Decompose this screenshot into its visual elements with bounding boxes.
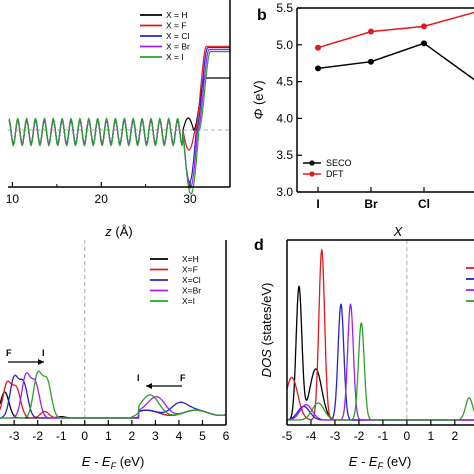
series-line-xf <box>286 248 474 421</box>
x-tick-label: -3 <box>9 429 20 443</box>
y-tick-label: 4.5 <box>276 75 293 89</box>
x-tick-label: -1 <box>56 429 67 443</box>
x-tick-label: -4 <box>306 429 317 443</box>
x-tick-label: -2 <box>32 429 43 443</box>
arrow-head-left <box>146 383 152 389</box>
legend-label: X = Cl <box>166 31 189 41</box>
series-line-xi <box>8 51 230 195</box>
legend-marker <box>309 171 315 177</box>
series-line-xbr <box>0 372 227 419</box>
x-tick-label: 10 <box>6 192 20 206</box>
x-tick-label: 4 <box>176 429 183 443</box>
x-tick-label: 5 <box>199 429 206 443</box>
series-line-xcl <box>0 374 227 419</box>
arrow-label-to: I <box>137 373 140 383</box>
data-point-seco <box>315 65 321 72</box>
y-axis-label: Φ (eV) <box>251 80 266 119</box>
arrow-label-to: I <box>42 348 45 358</box>
x-tick-label: 6 <box>223 429 230 443</box>
x-axis-label: E - EF (eV) <box>82 454 145 471</box>
legend-label: DFT <box>326 169 344 179</box>
panel-b: 3.03.54.04.55.05.5IBrClISECODFTbΦ (eV)X <box>251 1 474 239</box>
legend-label: X = H <box>166 10 188 20</box>
y-tick-label: 3.0 <box>276 185 293 199</box>
x-tick-label: -2 <box>354 429 365 443</box>
x-tick-label: 2 <box>128 429 135 443</box>
arrow-label-from: F <box>6 348 12 358</box>
legend-label: X=Br <box>182 286 201 296</box>
data-point-dft <box>368 28 374 35</box>
panel-label: d <box>254 237 264 254</box>
x-axis-label: z (Å) <box>104 224 132 239</box>
panel-a: 10 20 30 X = HX = FX = ClX = BrX = I z (Å) <box>6 0 231 239</box>
series-line-xh <box>0 391 227 419</box>
x-tick-label: 0 <box>404 429 411 443</box>
x-tick-label: Br <box>364 197 378 211</box>
x-tick-label: 20 <box>95 192 109 206</box>
series-line-xi <box>0 370 227 419</box>
legend-label: X=H <box>182 254 199 264</box>
y-axis-label: DOS (states/eV) <box>259 283 274 378</box>
data-point-dft <box>421 23 427 30</box>
x-tick-label: 1 <box>428 429 435 443</box>
data-point-seco <box>368 58 374 65</box>
legend-label: X = Br <box>166 42 190 52</box>
arrow-head-right <box>38 359 44 365</box>
x-tick-label: 1 <box>105 429 112 443</box>
x-tick-label: 2 <box>451 429 458 443</box>
x-tick-label: Cl <box>418 197 430 211</box>
x-tick-label: 30 <box>183 192 197 206</box>
x-axis-label: E - EF (eV) <box>349 454 412 471</box>
x-tick-label: -1 <box>378 429 389 443</box>
y-tick-label: 5.0 <box>276 38 293 52</box>
series-line-xh <box>287 285 474 421</box>
panel-label: b <box>257 7 267 24</box>
x-tick-label: 3 <box>152 429 159 443</box>
x-tick-label: 0 <box>81 429 88 443</box>
panel-c: -3 -2 -1 0 1 2 3 4 5 6 X=HX=FX=ClX=BrX=I F I F I E - EF… <box>0 240 230 471</box>
legend-label: X = F <box>166 21 187 31</box>
series-line-dft <box>317 11 474 49</box>
y-tick-label: 5.5 <box>276 1 293 15</box>
legend-label: X=I <box>182 296 195 306</box>
x-tick-label: I <box>316 197 319 211</box>
data-point-seco <box>421 40 427 47</box>
legend-label: SECO <box>326 158 352 168</box>
legend-marker <box>309 160 315 166</box>
legend-label: X=Cl <box>182 275 201 285</box>
legend-label: X=F <box>182 265 198 275</box>
data-point-dft <box>315 44 321 51</box>
x-tick-label: -3 <box>330 429 341 443</box>
panel-d: -5 -4 -3 -2 -1 0 1 2 d DOS (states/eV) E - EF (eV) <box>254 237 474 471</box>
series-line-xi <box>287 322 474 421</box>
arrow-label-from: F <box>180 373 186 383</box>
series-line-seco <box>317 42 474 81</box>
y-tick-label: 4.0 <box>276 111 293 125</box>
y-tick-label: 3.5 <box>276 148 293 162</box>
x-tick-label: -5 <box>282 429 293 443</box>
x-axis-label: X <box>393 224 404 239</box>
legend-label: X = I <box>166 52 184 62</box>
